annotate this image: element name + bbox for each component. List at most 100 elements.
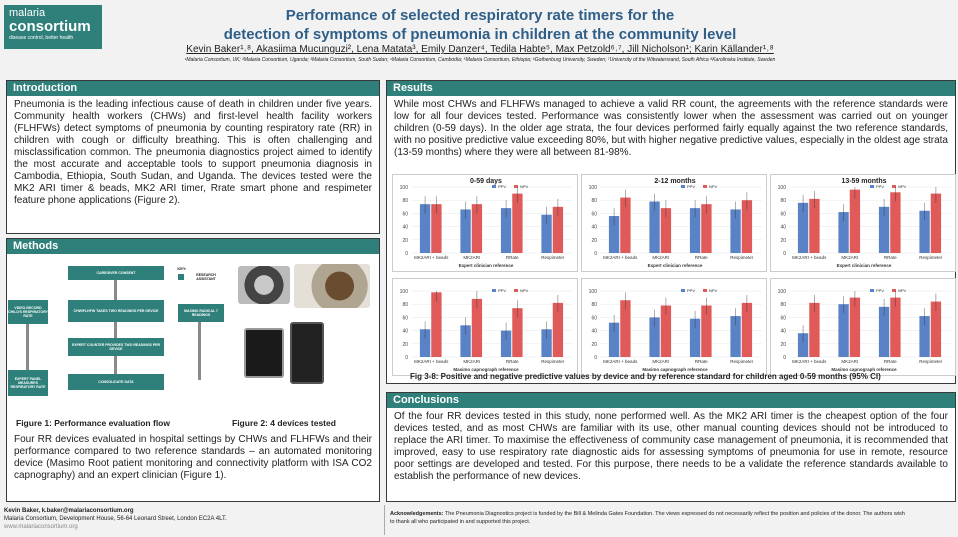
legend-label: NPV [898,184,907,189]
panel-title: 13-59 months [841,178,886,185]
introduction-heading: Introduction [7,81,379,96]
y-tick-label: 60 [402,211,408,217]
legend-swatch [703,185,707,188]
legend-swatch [492,185,496,188]
x-axis-label: Expert clinician reference [459,263,514,268]
bar-npv [809,198,820,253]
flow-video: VIDEO-RECORD CHILD'S RESPIRATORY RATE [8,300,48,324]
bar-ppv [689,208,701,253]
contact-address: Malaria Consortium, Development House, 5… [4,516,227,522]
y-tick-label: 80 [402,198,408,204]
malaria-consortium-logo: malaria consortium disease control, bett… [4,5,102,49]
y-tick-label: 40 [591,225,597,231]
poster-title: Performance of selected respiratory rate… [200,6,760,44]
y-tick-label: 100 [778,185,787,191]
respimeter-phone-photo [290,322,324,384]
mk2-ari-beads-photo [294,264,370,308]
y-tick-label: 60 [591,211,597,217]
legend-swatch [681,185,685,188]
y-tick-label: 20 [591,342,597,348]
chart-panel: 0 20 40 60 80 100 PPV NPV MK2ARI + beads MK2ARI RR… [770,278,956,376]
flow-key-research-assistant: RESEARCH ASSISTANT [196,273,216,281]
y-tick-label: 100 [589,185,598,191]
y-tick-label: 100 [589,289,598,295]
y-tick-label: 20 [780,342,786,348]
mk2-ari-timer-photo [238,266,290,304]
panel-title: 2-12 months [654,178,695,185]
bar-ppv [541,329,552,357]
flow-consent: CAREGIVER CONSENT [68,266,164,280]
results-text: While most CHWs and FLHFWs managed to ac… [394,99,948,158]
logo-tagline: disease control, better health [9,35,74,41]
y-tick-label: 40 [402,225,408,231]
y-tick-label: 80 [591,198,597,204]
legend-swatch [870,185,874,188]
bar-ppv [838,212,849,253]
footer-acknowledgements: Acknowledgements: The Pneumonia Diagnost… [390,510,910,526]
legend-label: PPV [498,288,506,293]
bar-npv [552,302,564,357]
y-tick-label: 0 [405,355,408,361]
poster-header: malaria consortium disease control, bett… [0,0,958,72]
chart-panel: 0 20 40 60 80 100 0-59 days PPV NPV MK2ARI + bead… [392,174,578,272]
bar-ppv [419,204,431,253]
contact-email[interactable]: Kevin Baker, k.baker@malariaconsortium.o… [4,508,134,514]
x-axis-label: Expert clinician reference [648,263,703,268]
bar-npv [809,302,820,357]
evaluation-flow-diagram: CAREGIVER CONSENT KEY: RESEARCH ASSISTAN… [8,262,228,412]
bar-npv [620,197,631,253]
y-tick-label: 20 [402,238,408,244]
bar-npv [701,305,712,357]
bar-npv [431,292,442,357]
panel-title: 0-59 days [470,178,502,185]
legend-label: PPV [498,184,506,189]
x-tick-label: MK2ARI + beads [792,255,827,260]
chart-panel: 0 20 40 60 80 100 13-59 months PPV NPV MK2ARI + b… [770,174,956,272]
chart-svg: 0 20 40 60 80 100 PPV NPV MK2ARI + beads MK2ARI RR… [589,288,762,372]
figure2-caption: Figure 2: 4 devices tested [232,418,336,428]
x-axis-label: Expert clinician reference [837,263,892,268]
bar-npv [930,301,942,357]
chart-panel: 0 20 40 60 80 100 PPV NPV MK2ARI + beads MK2ARI RR… [581,278,767,376]
website-link[interactable]: www.malariaconsortium.org [4,524,78,530]
bar-ppv [797,333,809,357]
flow-key: KEY: [177,265,187,271]
bar-npv [512,308,523,357]
y-tick-label: 0 [783,251,786,257]
footer-contact: Kevin Baker, k.baker@malariaconsortium.o… [4,507,227,531]
y-tick-label: 20 [780,238,786,244]
flow-expert-counter: EXPERT COUNTER PROVIDES TWO READINGS PER… [68,338,164,356]
bar-npv [660,305,672,357]
flow-consolidate: CONSOLIDATE DATA [68,374,164,390]
authors: Kevin Baker¹˒⁸, Akasiima Mucunguzi², Len… [186,44,774,55]
y-tick-label: 40 [780,329,786,335]
bar-ppv [730,209,741,253]
y-tick-label: 80 [591,302,597,308]
legend-label: PPV [876,288,884,293]
chart-panel: 0 20 40 60 80 100 2-12 months PPV NPV MK2ARI + be… [581,174,767,272]
chart-svg: 0 20 40 60 80 100 PPV NPV MK2ARI + beads MK2ARI RR… [400,288,573,372]
y-tick-label: 40 [591,329,597,335]
chart-svg: 0 20 40 60 80 100 PPV NPV MK2ARI + beads MK2ARI RR… [778,288,951,372]
title-line2: detection of symptoms of pneumonia in ch… [223,26,737,43]
title-line1: Performance of selected respiratory rate… [285,7,675,24]
x-tick-label: MK2ARI + beads [414,359,449,364]
bar-npv [741,200,753,253]
methods-heading: Methods [7,239,379,254]
bar-ppv [730,316,741,357]
legend-label: NPV [520,288,529,293]
conclusions-text: Of the four RR devices tested in this st… [394,411,948,482]
y-tick-label: 60 [780,211,786,217]
x-tick-label: RRate [506,359,519,364]
x-tick-label: MK2ARI [463,359,480,364]
bar-ppv [689,318,701,357]
x-tick-label: RRate [884,255,897,260]
introduction-section: Introduction Pneumonia is the leading in… [6,80,380,234]
x-tick-label: MK2ARI [841,359,858,364]
results-charts: 0 20 40 60 80 100 0-59 days PPV NPV MK2ARI + bead… [392,170,956,382]
x-axis-label: Masimo capnograph reference [453,367,519,372]
x-axis-label: Masimo capnograph reference [831,367,897,372]
x-tick-label: MK2ARI [841,255,858,260]
chart-panel: 0 20 40 60 80 100 PPV NPV MK2ARI + beads MK2ARI RR… [392,278,578,376]
